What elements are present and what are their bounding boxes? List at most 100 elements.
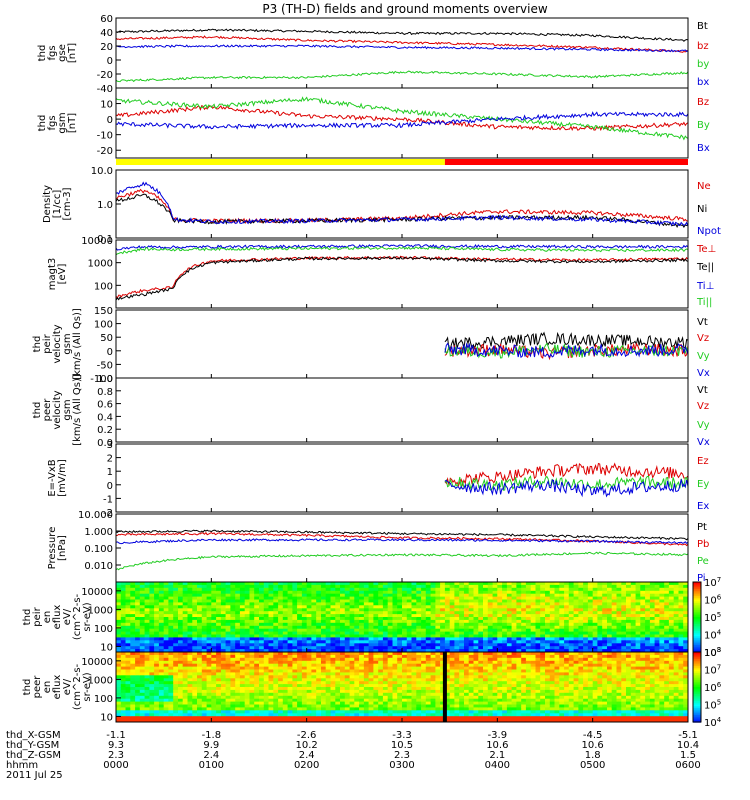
spectrogram-cell [483,602,489,606]
spectrogram-cell [449,637,456,641]
spectrogram-cell [382,687,389,691]
spectrogram-cell [440,704,446,708]
y-tick-label: 0.8 [97,387,113,398]
spectrogram-cell [230,608,236,612]
spectrogram-cell [173,625,179,630]
spectrogram-cell [397,634,403,638]
spectrogram-cell [564,640,570,644]
spectrogram-cell [568,634,575,638]
spectrogram-cell [135,698,141,703]
spectrogram-cell [416,692,422,697]
spectrogram-cell [154,611,160,615]
spectrogram-cell [392,669,398,673]
spectrogram-cell [197,713,203,717]
spectrogram-cell [497,593,503,598]
spectrogram-cell [225,582,231,586]
spectrogram-cell [206,599,212,603]
spectrogram-cell [154,652,160,656]
spectrogram-cell [244,681,251,685]
spectrogram-cell [459,608,465,612]
y-tick-label: -20 [97,146,113,157]
spectrogram-cell [359,593,365,598]
spectrogram-cell [387,692,394,697]
spectrogram-cell [116,660,122,665]
spectrogram-cell [635,608,641,612]
spectrogram-cell [549,605,556,609]
spectrogram-cell [130,593,136,598]
spectrogram-cell [287,681,293,685]
spectrogram-cell [635,622,641,627]
spectrogram-cell [158,698,165,703]
spectrogram-cell [449,614,456,618]
spectrogram-cell [259,605,265,609]
spectrogram-cell [611,631,618,636]
spectrogram-cell [259,602,265,606]
spectrogram-cell [120,625,127,630]
spectrogram-cell [659,587,665,592]
spectrogram-cell [373,666,379,671]
spectrogram-cell [230,619,236,624]
spectrogram-cell [120,617,127,621]
spectrogram-cell [311,631,317,636]
spectrogram-cell [325,584,332,589]
spectrogram-cell [545,646,551,650]
spectrogram-cell [220,698,227,703]
spectrogram-cell [335,617,341,621]
spectrogram-cell [216,681,222,685]
spectrogram-cell [444,654,451,659]
spectrogram-cell [158,669,165,673]
spectrogram-cell [397,672,403,676]
spectrogram-cell [378,716,384,720]
spectrogram-cell [421,596,427,601]
spectrogram-cell [425,608,432,612]
spectrogram-cell [568,617,575,621]
spectrogram-cell [335,652,341,656]
spectrogram-cell [349,698,355,703]
spectrogram-cell [268,698,274,703]
spectrogram-cell [182,716,189,720]
spectrogram-cell [554,649,560,652]
spectrogram-cell [459,619,465,624]
spectrogram-cell [654,590,660,595]
spectrogram-cell [349,652,355,656]
spectrogram-cell [130,669,136,673]
spectrogram-cell [502,596,508,601]
spectrogram-cell [321,713,327,717]
spectrogram-cell [597,637,603,641]
spectrogram-cell [354,634,360,638]
spectrogram-cell [640,643,646,647]
spectrogram-cell [602,634,608,638]
spectrogram-cell [278,710,284,714]
spectrogram-cell [139,617,146,621]
spectrogram-cell [120,695,127,700]
spectrogram-cell [211,663,217,668]
spectrogram-cell [587,622,594,627]
spectrogram-cell [578,605,584,609]
spectrogram-cell [559,608,565,612]
spectrogram-cell [197,649,203,652]
spectrogram-cell [668,649,675,652]
spectrogram-cell [135,692,141,697]
spectrogram-cell [382,701,389,706]
spectrogram-cell [163,631,170,636]
spectrogram-cell [135,669,141,673]
spectrogram-cell [664,649,670,652]
spectrogram-cell [635,643,641,647]
colorbar-cell [693,594,701,597]
spectrogram-cell [192,669,198,673]
spectrogram-cell [235,611,241,615]
spectrogram-cell [521,643,527,647]
spectrogram-cell [349,634,355,638]
spectrogram-cell [135,608,141,612]
spectrogram-cell [640,614,646,618]
spectrogram-cell [530,590,537,595]
spectrogram-cell [178,593,184,598]
spectrogram-cell [468,605,475,609]
spectrogram-cell [640,628,646,633]
spectrogram-cell [316,628,322,633]
spectrogram-cell [468,625,475,630]
spectrogram-cell [178,596,184,601]
spectrogram-cell [373,687,379,691]
spectrogram-cell [149,631,155,636]
spectrogram-cell [402,602,408,606]
